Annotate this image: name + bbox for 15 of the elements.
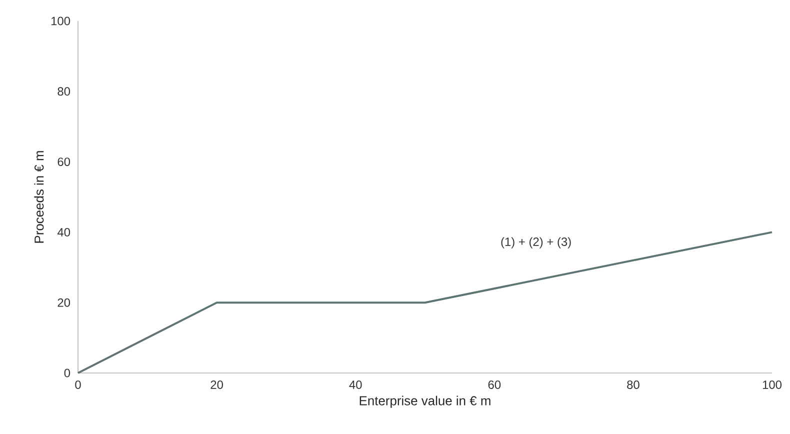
y-tick-label: 0: [64, 368, 70, 378]
y-tick-label: 20: [58, 298, 70, 307]
y-tick-label: 80: [58, 87, 70, 96]
y-tick-label: 100: [51, 16, 70, 26]
x-tick-label: 80: [627, 380, 640, 389]
x-tick-label: 60: [488, 380, 501, 389]
x-axis-title: Enterprise value in € m: [360, 396, 490, 408]
x-tick-label: 20: [210, 380, 223, 389]
y-axis-title: Proceeds in € m: [34, 151, 44, 243]
y-tick-label: 60: [58, 158, 70, 166]
x-tick-label: 40: [349, 380, 362, 389]
x-tick-label: 0: [75, 380, 81, 389]
annotation: (1) + (2) + (3): [501, 237, 571, 248]
y-tick-label: 40: [57, 228, 70, 236]
x-tick-label: 100: [762, 380, 782, 389]
